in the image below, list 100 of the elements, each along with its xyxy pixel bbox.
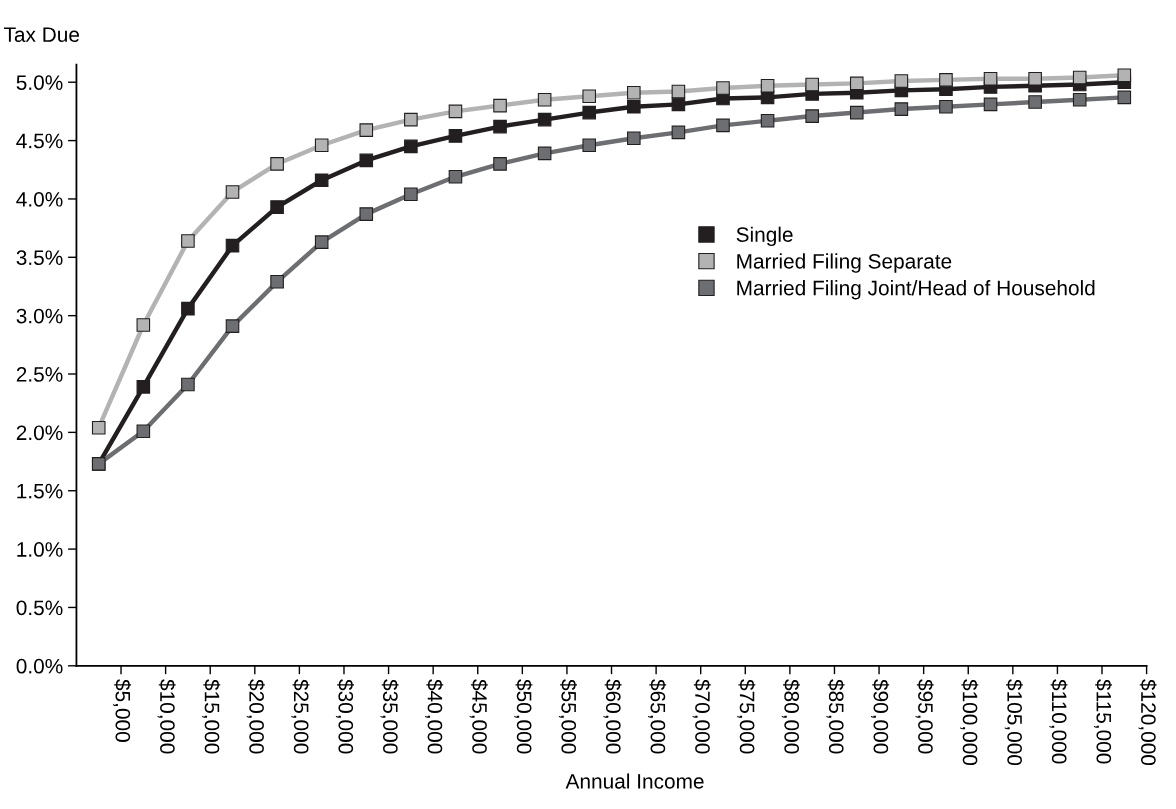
x-tick-label: $105,000 (1004, 679, 1023, 766)
x-tick-label: $75,000 (737, 679, 756, 754)
y-axis-title: Tax Due (4, 27, 80, 42)
point (671, 84, 686, 99)
x-tick-label: $20,000 (246, 679, 265, 754)
point (270, 200, 284, 214)
x-tick-label: $85,000 (826, 679, 845, 754)
point (939, 73, 953, 87)
point (404, 139, 418, 154)
point (448, 104, 463, 119)
y-tick-label: 0.0% (16, 658, 63, 674)
point (582, 89, 597, 104)
x-tick-label: $110,000 (1049, 679, 1068, 764)
legend-label: Single (736, 226, 793, 247)
point (181, 234, 195, 248)
y-tick-label: 0.5% (16, 600, 63, 616)
x-tick-label: $50,000 (514, 679, 533, 754)
point (1028, 71, 1042, 86)
x-tick-label: $40,000 (425, 679, 444, 754)
x-axis-title: Annual Income (565, 773, 704, 789)
point (1117, 68, 1132, 83)
point (582, 138, 597, 153)
x-tick-label: $80,000 (781, 679, 800, 754)
point (136, 424, 151, 439)
point (582, 105, 597, 120)
x-tick-label: $115,000 (1093, 679, 1113, 764)
y-tick-label: 3.0% (16, 308, 63, 324)
x-tick-label: $25,000 (291, 679, 310, 754)
y-tick-label: 5.0% (16, 75, 63, 90)
point (314, 235, 329, 249)
x-tick-label: $5,000 (112, 679, 132, 742)
point (1072, 70, 1087, 85)
point (760, 113, 775, 128)
point (225, 238, 240, 253)
y-tick-label: 2.0% (16, 425, 63, 441)
x-tick-label: $100,000 (960, 679, 979, 766)
point (91, 420, 106, 435)
point (983, 71, 998, 86)
point (716, 118, 730, 133)
point (448, 169, 463, 184)
legend-label: Married Filing Separate (737, 253, 952, 273)
x-tick-label: $70,000 (692, 679, 711, 754)
point (136, 318, 151, 332)
x-tick-label: $90,000 (871, 679, 890, 754)
point (404, 112, 418, 127)
point (760, 78, 775, 93)
point (627, 131, 641, 146)
point (537, 146, 552, 161)
x-tick-label: $55,000 (558, 679, 577, 754)
point (939, 99, 953, 114)
point (136, 380, 151, 394)
point (537, 92, 552, 107)
point (359, 207, 374, 221)
point (627, 85, 641, 100)
x-tick-label: $30,000 (335, 679, 355, 754)
x-tick-label: $10,000 (157, 679, 176, 754)
point (1028, 95, 1042, 109)
point (270, 275, 284, 289)
y-tick-label: 4.5% (16, 133, 63, 149)
point (181, 301, 195, 316)
legend-label: Married Filing Joint/Head of Household (737, 280, 1095, 300)
point (671, 125, 686, 140)
point (448, 129, 463, 143)
y-tick-label: 4.0% (16, 191, 63, 207)
point (225, 185, 240, 199)
point (493, 157, 507, 171)
point (537, 112, 552, 127)
point (359, 123, 374, 137)
point (225, 319, 240, 333)
x-tick-label: $120,000 (1138, 679, 1157, 766)
y-tick-label: 1.5% (17, 483, 63, 499)
point (894, 102, 909, 116)
x-tick-label: $95,000 (915, 679, 934, 754)
point (983, 97, 998, 112)
point (627, 99, 641, 114)
point (805, 77, 819, 92)
point (359, 153, 374, 168)
point (404, 187, 418, 202)
x-tick-label: $45,000 (469, 679, 488, 754)
x-tick-label: $35,000 (380, 679, 399, 754)
point (894, 74, 909, 88)
point (716, 81, 730, 95)
y-tick-label: 2.5% (16, 367, 63, 382)
point (849, 105, 864, 120)
y-tick-label: 3.5% (16, 250, 63, 266)
point (805, 109, 819, 123)
point (314, 173, 329, 188)
point (493, 119, 507, 134)
y-tick-label: 1.0% (17, 542, 63, 557)
x-tick-label: $15,000 (202, 679, 221, 754)
point (671, 97, 686, 112)
point (493, 98, 507, 113)
x-tick-label: $65,000 (648, 679, 667, 754)
point (181, 377, 195, 392)
point (314, 138, 329, 153)
point (849, 76, 864, 91)
point (1117, 90, 1132, 105)
point (270, 157, 284, 171)
x-tick-label: $60,000 (603, 679, 622, 754)
point (1072, 92, 1087, 107)
